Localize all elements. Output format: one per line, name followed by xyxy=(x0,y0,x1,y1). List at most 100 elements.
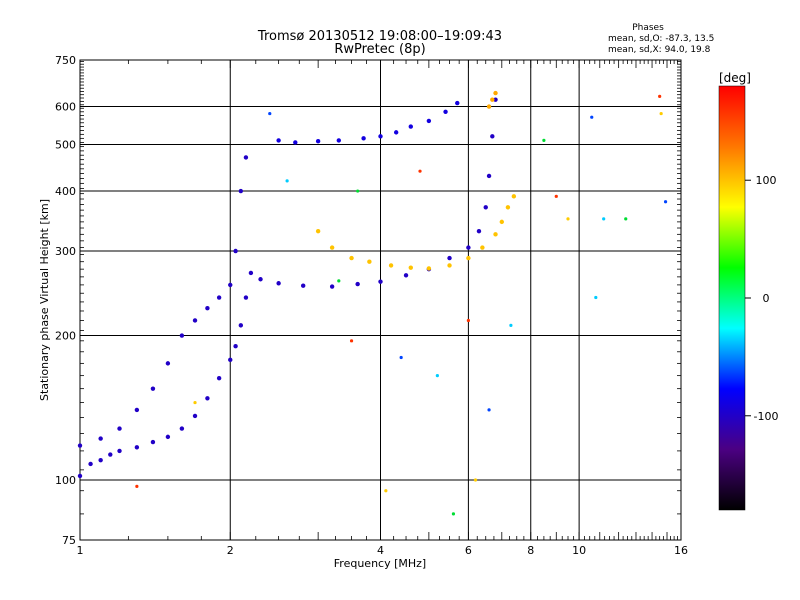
scattered-point xyxy=(193,400,197,405)
echo-point-x xyxy=(408,265,413,270)
echo-point-o-upper xyxy=(233,248,238,254)
colorbar-tick-label: 100 xyxy=(756,174,777,187)
echo-point-x xyxy=(426,266,432,271)
scattered-point xyxy=(399,355,403,360)
echo-point-o-lower xyxy=(233,344,238,349)
echo-point-o-upper xyxy=(192,318,198,323)
echo-point-o-lower xyxy=(378,279,383,284)
echo-point-x xyxy=(480,245,485,250)
echo-point-o-lower xyxy=(403,273,409,278)
scattered-point xyxy=(659,111,663,116)
x-tick-label: 16 xyxy=(674,544,688,557)
echo-point-x xyxy=(493,232,498,237)
scattered-point xyxy=(566,217,570,221)
echo-point-o-lower xyxy=(165,434,171,440)
echo-point-o-f2-echo xyxy=(361,136,366,141)
chart-subtitle: RwPretec (8p) xyxy=(334,42,425,57)
scattered-point xyxy=(268,111,272,116)
colorbar-ticks: 100 0 -100 xyxy=(745,174,778,423)
scattered-point xyxy=(602,217,606,221)
chart-title: Tromsø 20130512 19:08:00–19:09:43 xyxy=(257,29,502,44)
colorbar-tick-label: -100 xyxy=(754,410,779,423)
echo-point-o-lower xyxy=(258,277,263,282)
echo-point-o-f2-echo xyxy=(315,139,321,144)
echo-point-o-upper xyxy=(205,306,210,311)
legend-line-o: mean, sd,O: -87.3, 13.5 xyxy=(608,34,714,44)
scattered-point xyxy=(473,478,478,482)
echo-point-x xyxy=(315,228,321,234)
echo-point-o-lower xyxy=(476,228,482,234)
scattered-point xyxy=(594,295,598,300)
echo-point-o-lower xyxy=(179,426,185,431)
echo-point-x xyxy=(447,263,452,268)
echo-point-o-lower xyxy=(88,461,93,467)
echo-point-o-f2-echo xyxy=(426,118,432,124)
echo-point-o-lower xyxy=(483,205,488,210)
echo-point-o-lower xyxy=(355,281,360,287)
colorbar-tick-label: 0 xyxy=(763,292,770,305)
y-tick-label: 750 xyxy=(55,54,76,67)
echo-point-o-f2-echo xyxy=(408,124,413,129)
scattered-point xyxy=(663,200,668,204)
scattered-point xyxy=(285,179,289,183)
y-axis-label: Stationary phase Virtual Height [km] xyxy=(38,199,51,401)
axis-ticks xyxy=(79,60,682,541)
colorbar xyxy=(718,85,746,511)
x-axis-label: Frequency [MHz] xyxy=(334,557,426,570)
echo-point-o-lower xyxy=(300,283,306,288)
scattered-point xyxy=(487,408,491,412)
x-tick-label: 2 xyxy=(227,544,234,557)
x-tick-labels: 1 2 4 6 8 10 16 xyxy=(77,544,689,557)
echo-point-x xyxy=(349,255,354,261)
echo-point-o-lower xyxy=(134,445,140,450)
echo-point-o-lower xyxy=(216,375,222,381)
echo-point-o-lower xyxy=(192,413,198,419)
echo-point-o-f2-echo xyxy=(393,130,399,135)
echo-point-o-upper xyxy=(77,443,83,448)
echo-point-x xyxy=(329,245,335,250)
x-tick-label: 10 xyxy=(572,544,586,557)
echo-point-x xyxy=(466,255,471,261)
y-tick-label: 100 xyxy=(55,474,76,487)
y-tick-label: 500 xyxy=(55,139,76,152)
scattered-point xyxy=(554,194,558,198)
echo-point-o-lower xyxy=(205,396,210,401)
echo-point-o-lower xyxy=(243,295,249,300)
echo-point-x-cusp xyxy=(493,90,498,96)
echo-point-o-f2-echo xyxy=(443,109,448,114)
y-tick-labels: 75 100 200 300 400 500 600 750 xyxy=(55,54,76,547)
echo-point-o-lower xyxy=(493,97,498,102)
echo-point-o-lower xyxy=(276,281,281,286)
legend-title: Phases xyxy=(632,23,664,33)
y-tick-label: 600 xyxy=(55,101,76,114)
echo-point-o-f2-echo xyxy=(455,100,460,106)
grid-lines xyxy=(80,60,681,540)
echo-point-o-lower xyxy=(490,134,495,139)
scattered-point xyxy=(624,217,628,221)
echo-point-o-lower xyxy=(150,439,156,445)
echo-point-o-f2-echo xyxy=(336,138,342,143)
y-tick-label: 400 xyxy=(55,185,76,198)
scattered-point xyxy=(384,489,388,493)
x-tick-label: 6 xyxy=(465,544,472,557)
echo-point-x xyxy=(511,194,517,199)
scattered-point xyxy=(466,318,470,323)
echo-point-o-lower xyxy=(447,255,452,261)
scattered-point xyxy=(418,169,422,173)
scattered-point xyxy=(658,94,662,98)
echo-point-o-upper xyxy=(238,188,244,194)
y-tick-label: 200 xyxy=(55,330,76,343)
echo-point-x-cusp xyxy=(490,97,495,102)
echo-point-o-lower xyxy=(98,457,103,463)
scattered-point xyxy=(337,279,341,283)
echo-point-x xyxy=(499,219,505,225)
x-tick-label: 1 xyxy=(77,544,84,557)
echo-point-x xyxy=(367,259,372,264)
echo-point-o-upper xyxy=(179,333,185,338)
echo-point-o-f2-echo xyxy=(276,138,281,143)
scattered-point xyxy=(356,189,360,193)
echo-point-o-upper xyxy=(243,155,249,160)
echo-point-o-f2-echo xyxy=(378,134,383,139)
colorbar-label: [deg] xyxy=(719,71,751,85)
